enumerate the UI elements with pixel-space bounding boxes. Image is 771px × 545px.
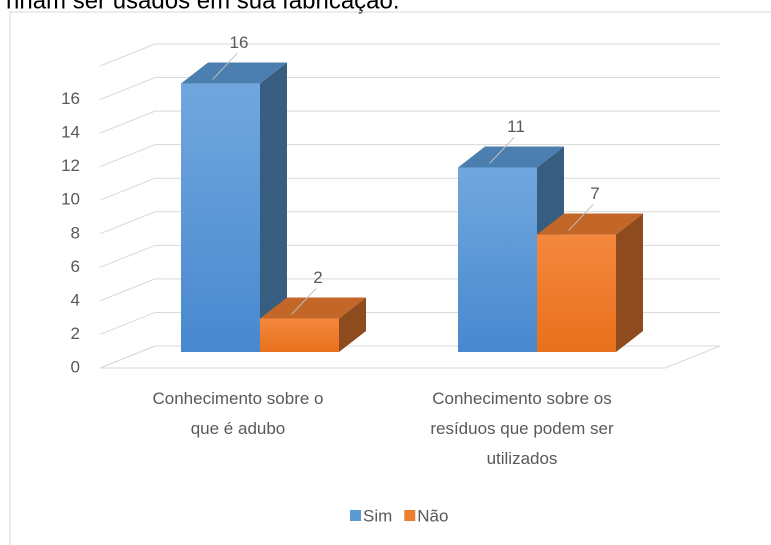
data-label: 11 — [507, 117, 525, 136]
caption: nham ser usados em sua fabricação. — [6, 0, 400, 14]
y-tick-label: 10 — [61, 190, 80, 209]
bar-top — [181, 62, 287, 84]
legend-swatch — [404, 510, 416, 521]
data-label: 7 — [590, 184, 599, 203]
bar-side — [339, 297, 366, 352]
bar-top — [458, 146, 564, 168]
bar-front — [537, 234, 616, 352]
y-tick-label: 0 — [71, 357, 80, 376]
y-tick-label: 12 — [61, 156, 80, 175]
x-tick-label: Conhecimento sobre os resíduos que podem … — [430, 389, 614, 468]
data-label: 16 — [230, 33, 249, 52]
leader-line — [291, 288, 317, 315]
grid-line — [99, 43, 720, 67]
bar-top — [260, 297, 366, 319]
bar-front — [458, 167, 537, 352]
y-tick-label: 16 — [61, 89, 80, 108]
bar-side — [260, 62, 287, 353]
legend-label: Sim — [363, 506, 392, 525]
y-tick-label: 4 — [71, 290, 80, 309]
data-label: 2 — [313, 268, 322, 287]
grid-line — [99, 77, 720, 101]
leader-line — [568, 204, 594, 231]
leader-line — [489, 137, 515, 164]
y-tick-label: 6 — [71, 257, 80, 276]
y-tick-label: 8 — [71, 223, 80, 242]
grid-line — [99, 110, 720, 134]
grid-line — [99, 144, 720, 168]
bar — [260, 297, 366, 352]
bar-side — [616, 213, 643, 352]
bar-front — [181, 83, 260, 353]
legend-swatch — [350, 510, 361, 521]
legend-label: Não — [417, 506, 448, 525]
x-tick-label: Conhecimento sobre o que é adubo — [152, 389, 323, 438]
y-tick-label: 14 — [61, 123, 80, 142]
bar — [537, 213, 643, 352]
floor — [99, 345, 721, 369]
y-tick-label: 2 — [71, 324, 80, 343]
leader-line — [212, 53, 238, 80]
bar — [181, 62, 287, 353]
bar-front — [260, 318, 339, 352]
chart-border — [9, 11, 771, 545]
bar-top — [537, 213, 643, 235]
